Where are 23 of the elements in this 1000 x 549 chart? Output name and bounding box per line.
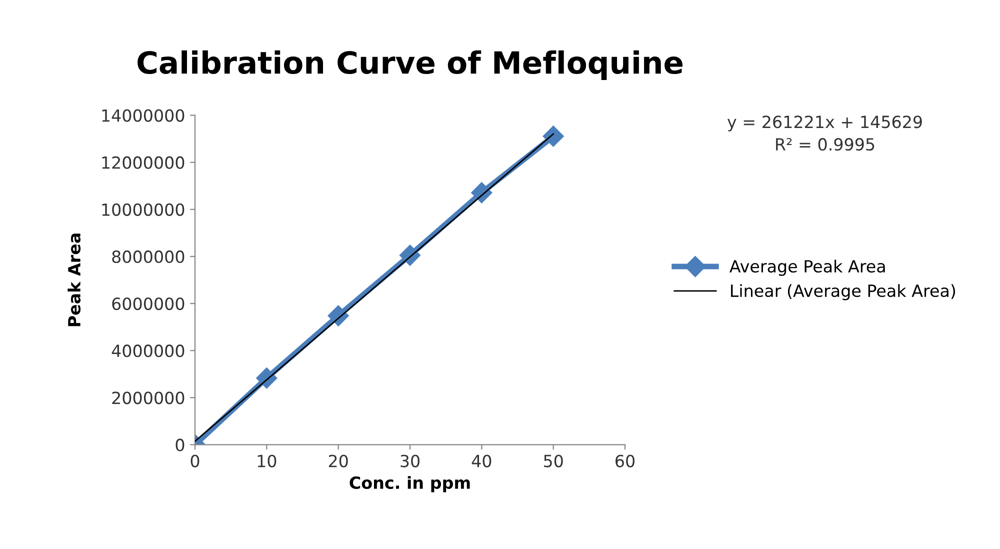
x-tick-label: 50 [544,454,563,468]
y-tick-label: 14000000 [102,109,184,122]
y-axis-title: Peak Area [68,234,81,326]
y-tick-label: 8000000 [112,250,184,264]
point [328,305,349,326]
x-axis-title: Conc. in ppm [350,476,470,492]
y-tick-label: 10000000 [102,203,184,216]
x-tick-label: 40 [472,454,492,468]
x-tick-label: 60 [616,454,634,468]
y-tick-label: 12000000 [102,156,184,169]
y-tick-label: 0 [176,438,184,452]
x-tick-label: 10 [258,454,276,468]
y-tick-label: 6000000 [112,297,184,310]
y-tick-label: 4000000 [112,344,184,358]
x-tick-label: 0 [190,454,200,468]
x-tick-label: 20 [328,454,348,468]
text: y = 261221x + 145629 R² = 0.9995 [727,116,922,151]
legend-label: Average Peak Area [730,260,885,276]
chart-title: Calibration Curve of Mefloquine [138,50,682,80]
legend-label: Linear (Average Peak Area) [731,284,956,300]
y-tick-label: 2000000 [112,392,184,404]
point [542,126,564,147]
x-tick-label: 30 [400,454,420,468]
